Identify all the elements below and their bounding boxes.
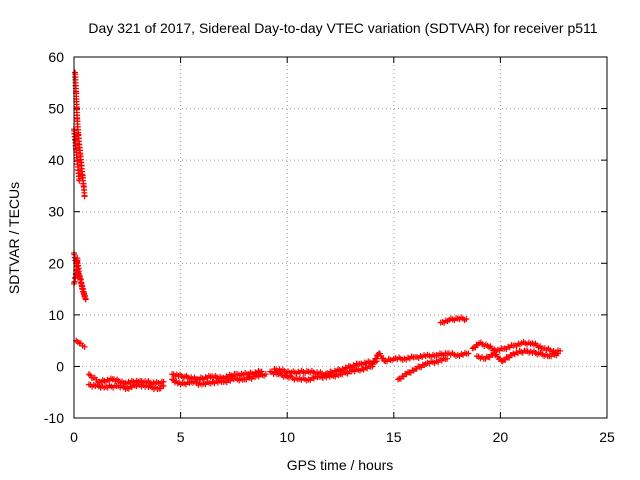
data-point-507 bbox=[371, 359, 378, 366]
plot-frame bbox=[73, 56, 608, 419]
x-tick-label-3: 15 bbox=[386, 429, 402, 445]
y-tick-label-2: 10 bbox=[48, 307, 64, 323]
data-point-225 bbox=[85, 371, 92, 378]
data-point-179 bbox=[81, 343, 88, 350]
data-point-382 bbox=[258, 368, 265, 375]
x-tick-label-0: 0 bbox=[70, 429, 78, 445]
x-tick-label-5: 25 bbox=[599, 429, 615, 445]
data-point-271 bbox=[160, 378, 167, 385]
y-tick-label-1: 0 bbox=[56, 358, 64, 374]
data-point-326 bbox=[262, 371, 269, 378]
y-axis-label: SDTVAR / TECUs bbox=[6, 182, 22, 294]
data-point-517 bbox=[381, 357, 388, 364]
y-tick-label-6: 50 bbox=[48, 101, 64, 117]
data-point-597 bbox=[444, 355, 451, 362]
x-tick-label-2: 10 bbox=[279, 429, 295, 445]
grid bbox=[74, 57, 607, 418]
data-point-721 bbox=[554, 350, 561, 357]
y-tick-label-5: 40 bbox=[48, 152, 64, 168]
chart-title: Day 321 of 2017, Sidereal Day-to-day VTE… bbox=[88, 20, 597, 36]
y-tick-label-4: 30 bbox=[48, 204, 64, 220]
data-point-613 bbox=[463, 315, 470, 322]
data-point-565 bbox=[465, 350, 472, 357]
x-tick-label-4: 20 bbox=[493, 429, 509, 445]
x-tick-label-1: 5 bbox=[177, 429, 185, 445]
data-point-104 bbox=[76, 177, 83, 184]
axis-ticks: 0 5 10 15 20 25 -10 0 10 20 30 40 50 60 bbox=[44, 49, 615, 445]
y-tick-label-7: 60 bbox=[48, 49, 64, 65]
data-point-509 bbox=[373, 355, 380, 362]
y-tick-label-0: -10 bbox=[44, 410, 64, 426]
x-axis-label: GPS time / hours bbox=[287, 457, 394, 473]
data-points bbox=[71, 69, 564, 393]
data-point-73 bbox=[81, 193, 88, 200]
data-point-173 bbox=[82, 296, 89, 303]
y-tick-label-3: 20 bbox=[48, 255, 64, 271]
